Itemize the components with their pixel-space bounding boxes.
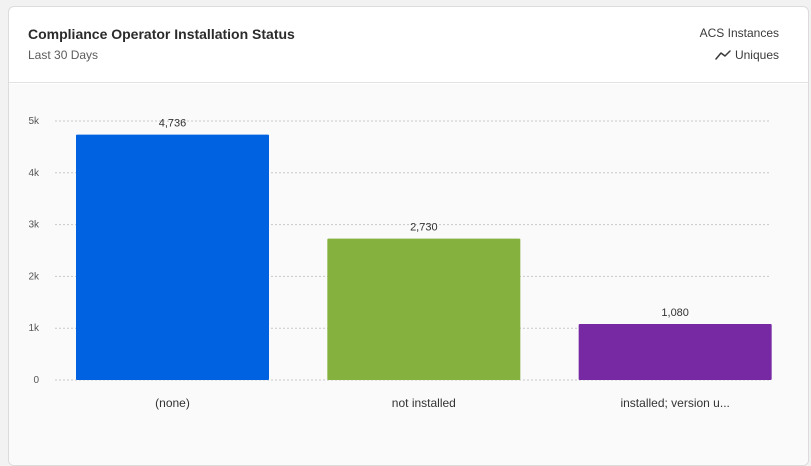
- uniques-toggle[interactable]: Uniques: [715, 48, 779, 62]
- y-tick-label: 4k: [28, 168, 40, 179]
- y-tick-label: 3k: [28, 220, 40, 231]
- trend-line-icon: [715, 50, 731, 60]
- bar: [76, 134, 269, 380]
- bar: [327, 238, 521, 380]
- date-range-label: Last 30 Days: [28, 48, 99, 62]
- bar-chart: 0 1k 2k 3k 4k 5k 4,736 2,730 1,080 (none) not in…: [28, 116, 772, 410]
- uniques-label: Uniques: [734, 48, 779, 62]
- x-tick-label: (none): [155, 396, 190, 410]
- chart-title: Compliance Operator Installation Status: [28, 26, 295, 42]
- x-tick-label: installed; version u...: [620, 396, 729, 410]
- data-label: 1,080: [661, 307, 689, 319]
- data-label: 4,736: [159, 118, 187, 130]
- y-tick-label: 2k: [28, 271, 40, 282]
- chart-card: Compliance Operator Installation Status …: [8, 6, 809, 466]
- y-tick-label: 0: [33, 375, 39, 386]
- y-tick-label: 5k: [28, 116, 40, 127]
- chart-area: 0 1k 2k 3k 4k 5k 4,736 2,730 1,080 (none) not in…: [9, 84, 808, 465]
- x-tick-label: not installed: [392, 396, 456, 410]
- data-label: 2,730: [410, 222, 438, 234]
- card-header: Compliance Operator Installation Status …: [9, 7, 808, 83]
- y-tick-label: 1k: [28, 323, 40, 334]
- bar: [578, 324, 772, 380]
- metric-label[interactable]: ACS Instances: [699, 26, 779, 40]
